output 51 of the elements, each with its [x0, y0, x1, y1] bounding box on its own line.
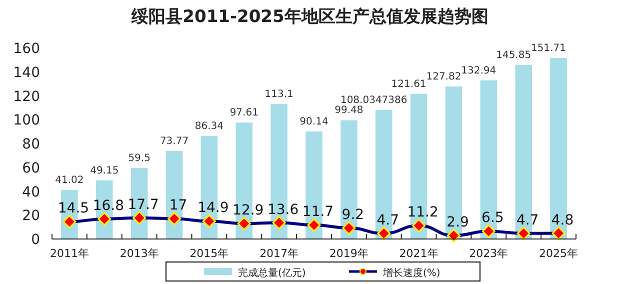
data-label: 4.8	[551, 212, 574, 228]
data-label: 59.5	[128, 152, 150, 164]
data-label: 17.7	[128, 196, 159, 213]
data-label: 97.61	[230, 107, 258, 118]
data-label: 121.61	[391, 78, 426, 90]
data-label: 9.2	[342, 207, 364, 224]
y-tick-label: 0	[31, 232, 40, 248]
x-tick-label: 2025年	[539, 247, 578, 260]
data-label: 90.14	[300, 116, 328, 128]
y-tick-label: 120	[13, 88, 40, 105]
y-tick-label: 60	[22, 160, 40, 176]
y-tick-label: 140	[13, 64, 40, 81]
data-label: 145.85	[496, 50, 532, 61]
data-label: 17	[169, 198, 188, 214]
y-tick-label: 100	[13, 112, 40, 129]
x-tick-label: 2019年	[329, 247, 368, 260]
data-label: 73.77	[160, 136, 189, 147]
y-tick-label: 20	[22, 208, 40, 224]
legend-label: 增长速度(%)	[382, 267, 440, 279]
data-label: 151.71	[531, 42, 566, 54]
chart-title: 绥阳县2011-2025年地区生产总值发展趋势图	[130, 7, 488, 27]
legend-label: 完成总量(亿元)	[238, 267, 306, 279]
y-tick-label: 160	[13, 41, 40, 57]
x-tick-label: 2023年	[469, 247, 508, 260]
data-label: 113.1	[264, 88, 294, 100]
data-label: 4.7	[516, 212, 539, 228]
data-label: 13.6	[267, 202, 299, 218]
data-label: 108.0347386	[340, 95, 408, 106]
y-tick-label: 40	[22, 184, 40, 200]
data-label: 86.34	[194, 120, 224, 132]
data-label: 127.82	[426, 71, 462, 82]
data-label: 6.5	[482, 210, 504, 226]
data-label: 132.94	[461, 65, 496, 76]
data-label: 14.5	[58, 200, 90, 217]
data-label: 99.48	[334, 105, 364, 116]
data-label: 12.9	[232, 202, 264, 219]
x-tick-label: 2021年	[399, 247, 438, 260]
data-label: 4.7	[376, 212, 399, 228]
data-label: 2.9	[446, 214, 469, 231]
增长速度(%): 14.5 16.8 17.7 17 14.9 12.9 13.6 11.7 9.2 4.7 11.2 2.9 6.5 4.7 4.8	[58, 196, 574, 243]
data-label: 16.8	[92, 198, 124, 214]
data-label: 49.15	[90, 165, 119, 176]
data-label: 11.7	[302, 204, 334, 220]
x-tick-label: 2013年	[120, 247, 159, 260]
x-tick-label: 2015年	[190, 247, 229, 260]
data-label: 14.9	[198, 200, 229, 216]
y-tick-label: 80	[22, 136, 40, 152]
data-label: 41.02	[55, 175, 84, 186]
x-tick-label: 2011年	[50, 247, 89, 260]
data-label: 11.2	[407, 204, 438, 221]
x-tick-label: 2017年	[260, 247, 299, 260]
